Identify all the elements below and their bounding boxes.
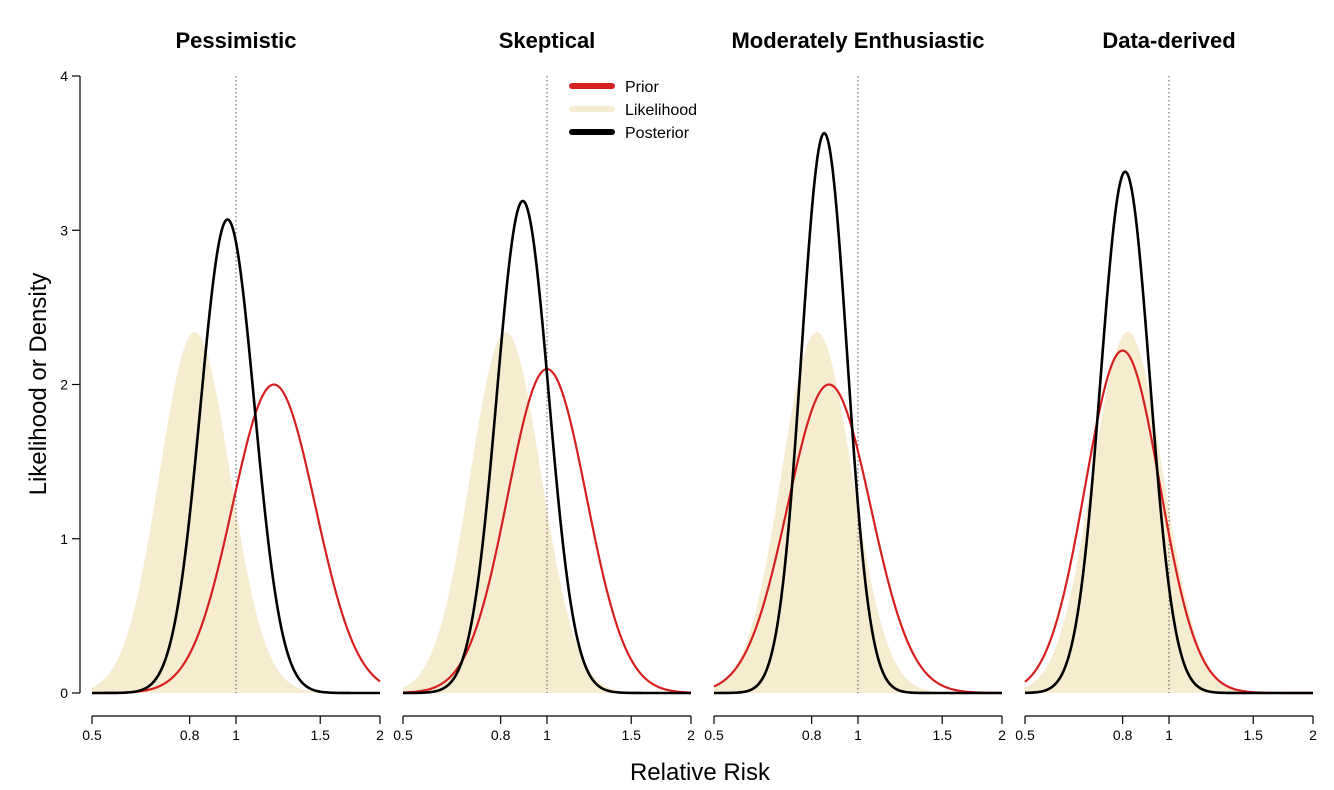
panel-4: Data-derived 0.5 0.8 1 1.5 2 bbox=[1015, 28, 1317, 743]
x-tick-label: 0.5 bbox=[704, 727, 724, 743]
panel-title: Moderately Enthusiastic bbox=[731, 28, 984, 53]
panel-1: Pessimistic 0.5 0.8 1 1.5 2 bbox=[82, 28, 384, 743]
x-tick-label: 0.8 bbox=[1113, 727, 1133, 743]
x-tick-label: 1.5 bbox=[1244, 727, 1264, 743]
x-tick-label: 1 bbox=[543, 727, 551, 743]
panel-title: Data-derived bbox=[1102, 28, 1235, 53]
x-tick-label: 0.8 bbox=[180, 727, 200, 743]
panels: Pessimistic 0.5 0.8 1 1.5 2 Skeptical 0.5 0.8 1 1.… bbox=[82, 28, 1317, 743]
y-tick-label: 1 bbox=[60, 531, 68, 547]
prior-curve bbox=[713, 383, 1003, 695]
x-tick-label: 2 bbox=[376, 727, 384, 743]
y-tick-label: 0 bbox=[60, 685, 68, 701]
posterior-curve bbox=[402, 199, 692, 695]
y-tick-label: 2 bbox=[60, 377, 68, 393]
panel-title: Skeptical bbox=[499, 28, 596, 53]
legend: Prior Likelihood Posterior bbox=[569, 79, 697, 142]
y-tick-label: 4 bbox=[60, 68, 68, 84]
x-tick-label: 1.5 bbox=[933, 727, 953, 743]
x-tick-label: 1 bbox=[1165, 727, 1173, 743]
legend-label-posterior: Posterior bbox=[625, 125, 690, 142]
legend-label-likelihood: Likelihood bbox=[625, 102, 697, 119]
panel-title: Pessimistic bbox=[175, 28, 296, 53]
posterior-curve bbox=[1024, 170, 1314, 695]
x-tick-label: 1 bbox=[232, 727, 240, 743]
posterior-curve bbox=[713, 131, 1003, 695]
x-tick-label: 0.8 bbox=[802, 727, 822, 743]
x-tick-label: 0.8 bbox=[491, 727, 511, 743]
x-tick-label: 0.5 bbox=[393, 727, 413, 743]
panel-3: Moderately Enthusiastic 0.5 0.8 1 1.5 2 bbox=[704, 28, 1006, 743]
x-tick-label: 1.5 bbox=[622, 727, 642, 743]
x-axis-title: Relative Risk bbox=[630, 759, 771, 785]
y-tick-label: 3 bbox=[60, 222, 68, 238]
x-tick-label: 2 bbox=[1309, 727, 1317, 743]
y-axis: 0 1 2 3 4 bbox=[60, 68, 81, 701]
legend-label-prior: Prior bbox=[625, 79, 659, 96]
y-axis-title: Likelihood or Density bbox=[25, 273, 52, 496]
posterior-curve bbox=[91, 218, 381, 695]
x-tick-label: 0.5 bbox=[82, 727, 102, 743]
x-tick-label: 1 bbox=[854, 727, 862, 743]
x-tick-label: 0.5 bbox=[1015, 727, 1035, 743]
panel-2: Skeptical 0.5 0.8 1 1.5 2 bbox=[393, 28, 695, 743]
x-tick-label: 2 bbox=[998, 727, 1006, 743]
x-tick-label: 1.5 bbox=[311, 727, 331, 743]
x-tick-label: 2 bbox=[687, 727, 695, 743]
